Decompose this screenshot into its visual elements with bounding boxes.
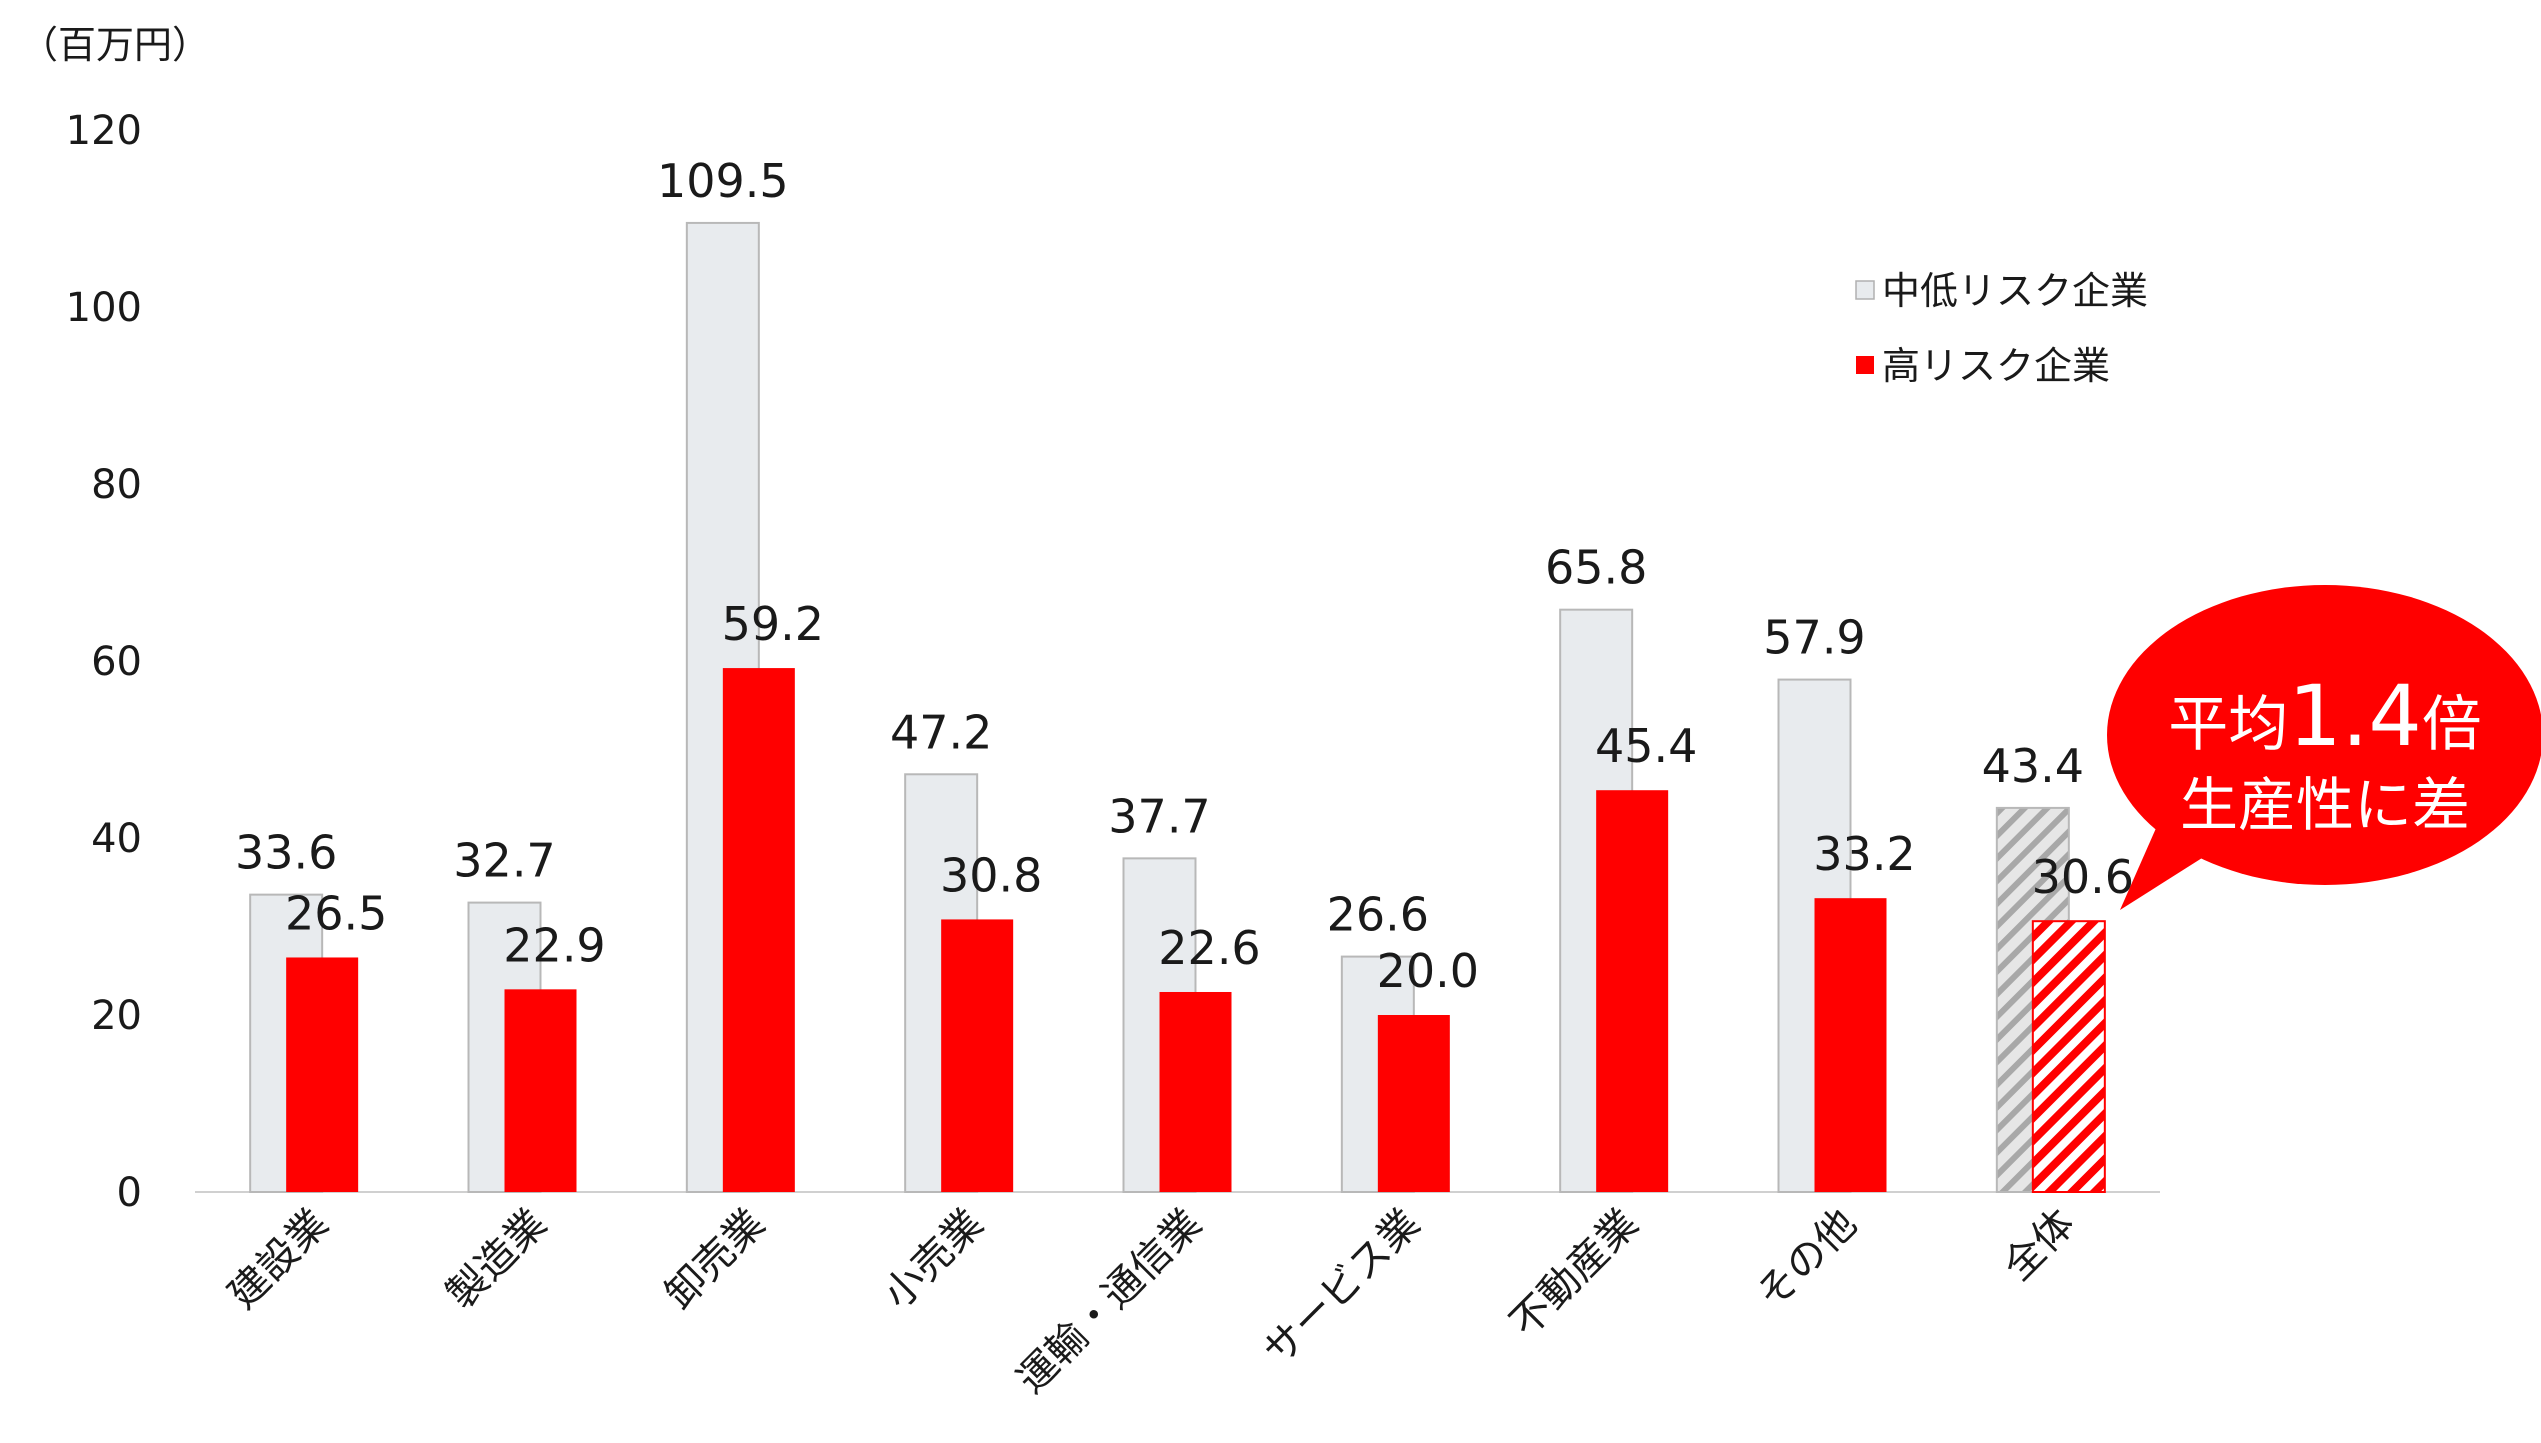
bar-high-risk xyxy=(941,919,1014,1192)
bar-high-risk xyxy=(722,668,795,1192)
y-tick-label: 80 xyxy=(91,462,142,508)
category-label: その他 xyxy=(1748,1201,1865,1318)
category-label: 全体 xyxy=(1995,1201,2084,1290)
bar-high-risk xyxy=(1814,898,1887,1192)
category-labels-group: 建設業 製造業 卸売業 小売業 運輸・通信業 サービス業 不動産業 その他 全体 xyxy=(220,1201,2084,1403)
category-label: 不動産業 xyxy=(1502,1201,1648,1347)
value-label-low-risk: 57.9 xyxy=(1763,611,1865,665)
y-tick-label: 60 xyxy=(91,639,142,685)
y-tick-label: 120 xyxy=(66,108,142,154)
legend-label-high-risk: 高リスク企業 xyxy=(1882,344,2110,388)
value-label-high-risk: 22.6 xyxy=(1158,921,1260,975)
legend: 中低リスク企業 高リスク企業 xyxy=(1855,269,2148,388)
bar-high-risk xyxy=(1377,1015,1450,1192)
value-label-high-risk: 30.6 xyxy=(2032,850,2134,904)
value-label-low-risk: 43.4 xyxy=(1982,739,2084,793)
value-label-low-risk: 65.8 xyxy=(1545,541,1647,595)
value-label-high-risk: 26.5 xyxy=(285,886,387,940)
value-label-low-risk: 37.7 xyxy=(1108,789,1210,843)
y-tick-label: 20 xyxy=(91,993,142,1039)
callout-line2: 生産性に差 xyxy=(2180,771,2470,839)
category-label: 卸売業 xyxy=(657,1201,774,1318)
value-label-high-risk: 20.0 xyxy=(1377,944,1479,998)
callout-ellipse xyxy=(2107,585,2541,885)
callout-line1: 平均1.4倍 xyxy=(2168,667,2482,765)
bar-high-risk xyxy=(1159,991,1232,1192)
legend-label-low-risk: 中低リスク企業 xyxy=(1882,269,2148,313)
value-label-high-risk: 30.8 xyxy=(940,848,1042,902)
value-labels-group: 33.6 26.5 32.7 22.9 109.5 59.2 47.2 30.8 37.7 22.… xyxy=(235,154,2134,998)
callout-number: 1.4 xyxy=(2288,667,2422,765)
value-label-high-risk: 33.2 xyxy=(1813,827,1915,881)
y-unit-label: （百万円） xyxy=(20,23,210,67)
value-label-high-risk: 22.9 xyxy=(503,918,605,972)
category-label: 製造業 xyxy=(438,1201,555,1318)
value-label-low-risk: 109.5 xyxy=(657,154,789,208)
legend-swatch-high-risk xyxy=(1856,356,1874,374)
y-axis: 0 20 40 60 80 100 120 xyxy=(66,108,142,1216)
bar-high-risk xyxy=(1596,790,1669,1192)
bar-high-risk xyxy=(504,989,577,1192)
category-label: 小売業 xyxy=(875,1201,992,1318)
callout-suffix: 倍 xyxy=(2422,690,2482,760)
value-label-high-risk: 59.2 xyxy=(722,597,824,651)
category-label: 建設業 xyxy=(220,1201,337,1318)
value-label-low-risk: 32.7 xyxy=(453,834,555,888)
legend-swatch-low-risk xyxy=(1855,280,1875,300)
bars-group xyxy=(249,221,2106,1194)
bar-high-risk xyxy=(286,957,359,1192)
category-label: 運輸・通信業 xyxy=(1008,1201,1210,1403)
bar-high-risk xyxy=(2031,920,2106,1193)
y-tick-label: 100 xyxy=(66,285,142,331)
y-tick-label: 0 xyxy=(117,1170,142,1216)
category-label: サービス業 xyxy=(1255,1201,1429,1375)
value-label-low-risk: 33.6 xyxy=(235,826,337,880)
value-label-low-risk: 47.2 xyxy=(890,705,992,759)
callout-prefix: 平均 xyxy=(2168,690,2288,760)
value-label-high-risk: 45.4 xyxy=(1595,719,1697,773)
y-tick-label: 40 xyxy=(91,816,142,862)
value-label-low-risk: 26.6 xyxy=(1327,888,1429,942)
callout-bubble: 平均1.4倍 生産性に差 xyxy=(2107,585,2541,910)
